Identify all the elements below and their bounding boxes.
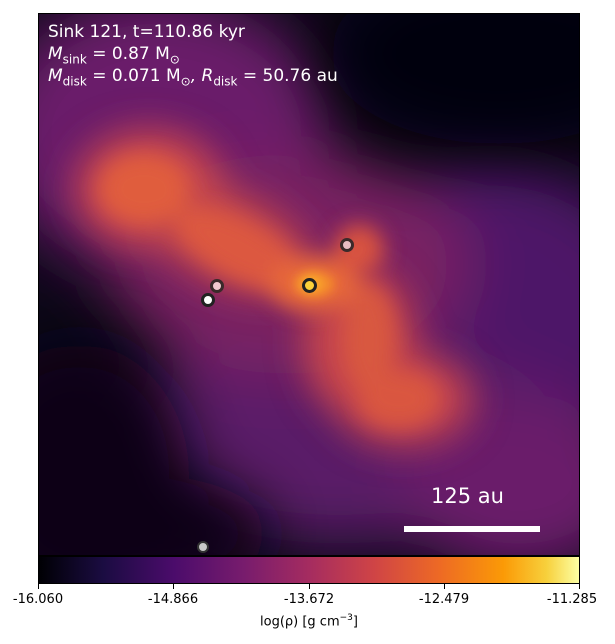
- sink-marker-upper-right: [340, 238, 354, 252]
- sink-marker-left-upper: [210, 279, 224, 293]
- sink-marker-bottom: [197, 541, 209, 553]
- panel-title: Sink 121, t=110.86 kyr: [48, 22, 245, 42]
- sink-marker-central: [302, 278, 317, 293]
- colorbar: [38, 556, 580, 584]
- colorbar-tick-label: -11.285: [546, 592, 598, 607]
- colorbar-tick: [38, 584, 39, 589]
- sink-mass-text: Msink = 0.87 M⊙: [48, 44, 180, 67]
- colorbar-tick-label: -14.866: [147, 592, 199, 607]
- colorbar-label: log(ρ) [g cm−3]: [260, 613, 358, 630]
- colorbar-tick-label: -16.060: [12, 592, 64, 607]
- colorbar-tick-label: -13.672: [283, 592, 335, 607]
- scale-bar: [404, 526, 540, 532]
- scale-bar-label: 125 au: [431, 484, 504, 508]
- disk-properties-text: Mdisk = 0.071 M⊙, Rdisk = 50.76 au: [48, 66, 338, 89]
- density-map: Sink 121, t=110.86 kyr Msink = 0.87 M⊙ M…: [38, 13, 580, 556]
- sink-marker-left-lower: [201, 293, 215, 307]
- colorbar-tick-label: -12.479: [418, 592, 470, 607]
- density-field: [39, 14, 579, 555]
- colorbar-tick: [173, 584, 174, 589]
- colorbar-tick: [309, 584, 310, 589]
- colorbar-tick: [579, 584, 580, 589]
- colorbar-tick: [444, 584, 445, 589]
